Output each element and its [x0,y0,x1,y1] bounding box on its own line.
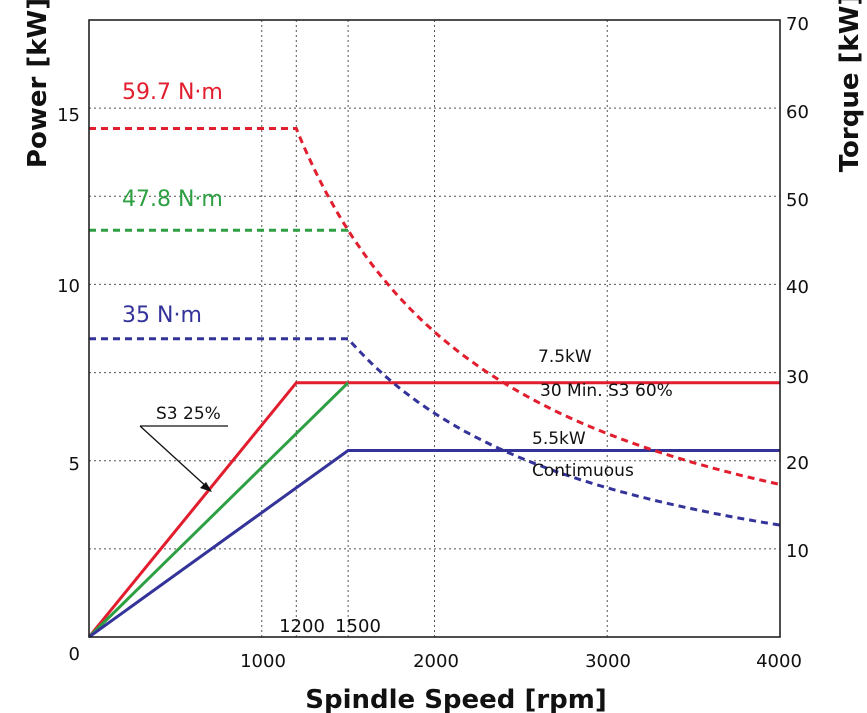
grid-layer [89,20,780,637]
s3-60-power-label: 7.5kW [538,347,592,367]
x-tick-label: 3000 [585,651,631,672]
y2-tick-label: 60 [786,102,809,123]
series-line-5 [89,337,781,527]
torque-label-green: 47.8 N·m [122,187,223,212]
y2-tick-label: 70 [786,14,809,35]
y2-tick-label: 20 [786,453,809,474]
series-layer [87,127,781,639]
x-mark-1500: 1500 [335,616,381,637]
series-line-0 [87,381,780,638]
y2-tick-label: 50 [786,190,809,211]
plot-frame [88,19,781,638]
y2-tick-label: 40 [786,277,809,298]
x-tick-label: 2000 [413,651,459,672]
continuous-power-label: 5.5kW [532,429,586,449]
torque-label-red: 59.7 N·m [122,80,223,105]
series-line-1 [87,381,350,639]
x-mark-1200: 1200 [279,616,325,637]
continuous-duty-label: Contimuous [532,461,634,481]
x-axis-title: Spindle Speed [rpm] [305,685,607,713]
x-tick-label: 4000 [756,651,802,672]
y-tick-label: 5 [69,454,80,475]
s3-25-arrowhead [200,482,212,492]
y2-axis-title: Torque [kW] [835,0,865,172]
y-tick-label: 15 [57,105,80,126]
s3-25-label: S3 25% [156,404,221,424]
origin-label: 0 [69,644,80,665]
y2-tick-label: 10 [786,541,809,562]
series-line-3 [89,127,781,486]
y-tick-label: 10 [57,276,80,297]
s3-60-duty-label: 30 Min. S3 60% [540,381,673,401]
y-axis-title: Power [kW] [23,0,53,168]
s3-25-leader [139,425,210,490]
y2-tick-label: 30 [786,367,809,388]
series-line-2 [88,449,780,639]
x-tick-label: 1000 [240,651,286,672]
torque-label-blue: 35 N·m [122,303,202,328]
